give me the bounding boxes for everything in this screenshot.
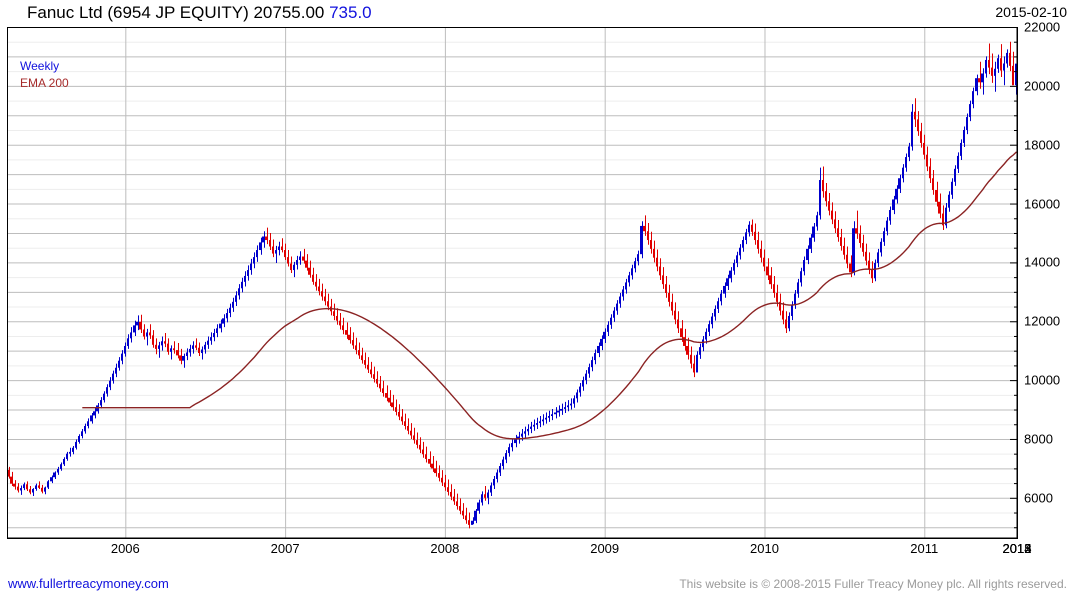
chart-legend: Weekly EMA 200	[20, 58, 69, 92]
x-tick-label: 2009	[590, 541, 620, 556]
site-url[interactable]: www.fullertreacymoney.com	[8, 576, 169, 591]
x-tick-label: 2008	[430, 541, 460, 556]
legend-interval: Weekly	[20, 59, 60, 73]
x-tick-label: 2007	[270, 541, 300, 556]
x-tick-label: 2015	[1002, 541, 1032, 556]
ema-200-overlay	[82, 151, 1017, 440]
candlestick-series	[7, 41, 1017, 529]
x-tick-label: 2012	[1002, 541, 1032, 556]
grid-vertical	[125, 27, 1018, 539]
title-text: Fanuc Ltd (6954 JP EQUITY) 20755.00	[27, 3, 325, 22]
x-tick-label: 2006	[110, 541, 140, 556]
chart-footer: www.fullertreacymoney.com This website i…	[0, 573, 1075, 600]
x-tick-label: 2013	[1002, 541, 1032, 556]
copyright-notice: This website is © 2008-2015 Fuller Treac…	[679, 577, 1067, 591]
y-tick-label: 22000	[1024, 19, 1061, 35]
y-tick-label: 10000	[1024, 372, 1061, 388]
x-tick-label: 2010	[750, 541, 779, 556]
y-tick-label: 12000	[1024, 313, 1061, 329]
y-tick-label: 20000	[1024, 78, 1061, 94]
grid-major	[7, 27, 1018, 529]
price-chart-svg	[7, 27, 1018, 539]
chart-plot-area: Weekly EMA 200	[7, 27, 1018, 539]
y-axis-ticks	[1010, 27, 1018, 529]
chart-header: Fanuc Ltd (6954 JP EQUITY) 20755.00 735.…	[0, 0, 1075, 26]
legend-ema: EMA 200	[20, 76, 69, 90]
price-change: 735.0	[329, 3, 372, 22]
y-tick-label: 6000	[1024, 490, 1053, 506]
x-tick-label: 2011	[910, 541, 939, 556]
y-tick-label: 18000	[1024, 137, 1061, 153]
y-tick-label: 16000	[1024, 196, 1061, 212]
y-tick-label: 14000	[1024, 254, 1061, 270]
x-axis-labels: 2006 2007 2008 2009 2010 2011 2012 2013 2014 2015	[0, 541, 1075, 563]
as-of-date: 2015-02-10	[995, 4, 1067, 20]
x-tick-label: 2014	[1002, 541, 1032, 556]
grid-minor	[7, 41, 1018, 514]
y-axis-labels: 6000 8000 10000 12000 14000 16000 18000 20000 22…	[1024, 20, 1075, 539]
page-title: Fanuc Ltd (6954 JP EQUITY) 20755.00 735.…	[27, 3, 372, 23]
y-tick-label: 8000	[1024, 431, 1053, 447]
plot-frame	[7, 27, 1018, 539]
